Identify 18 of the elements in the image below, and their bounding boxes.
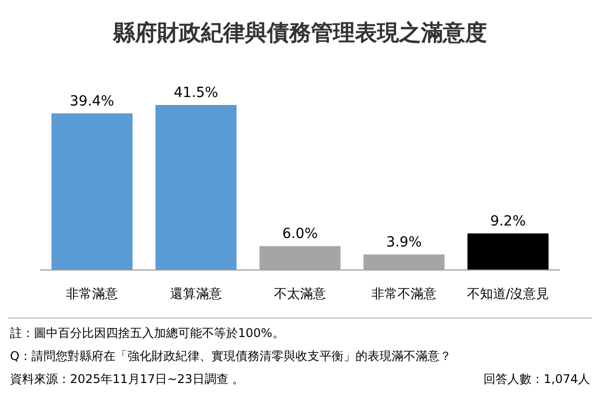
data-label: 6.0%	[282, 226, 318, 242]
x-tick-label: 還算滿意	[170, 287, 222, 302]
bar	[467, 233, 549, 270]
x-tick-label: 不知道/沒意見	[466, 287, 550, 302]
data-label: 39.4%	[70, 93, 114, 110]
x-tick-label: 不太滿意	[274, 287, 326, 302]
bar	[155, 105, 237, 270]
text: Q：請問您對縣府在「強化財政紀律、實現債務清零與收支平衡」的表現滿不滿意？	[10, 349, 452, 363]
x-tick-label: 非常不滿意	[372, 287, 436, 302]
chart-title: 縣府財政紀律與債務管理表現之滿意度	[112, 20, 487, 46]
data-label: 3.9%	[386, 234, 422, 250]
text: 回答人數：1,074人	[484, 372, 590, 386]
x-tick-label: 非常滿意	[66, 287, 118, 302]
bar	[51, 113, 133, 270]
source-note: 資料來源：2025年11月17日~23日調查 。	[10, 372, 244, 386]
data-label: 9.2%	[490, 213, 526, 230]
data-label: 41.5%	[174, 85, 218, 101]
text: 註：圖中百分比因四捨五入加總可能不等於100%。	[10, 326, 284, 340]
